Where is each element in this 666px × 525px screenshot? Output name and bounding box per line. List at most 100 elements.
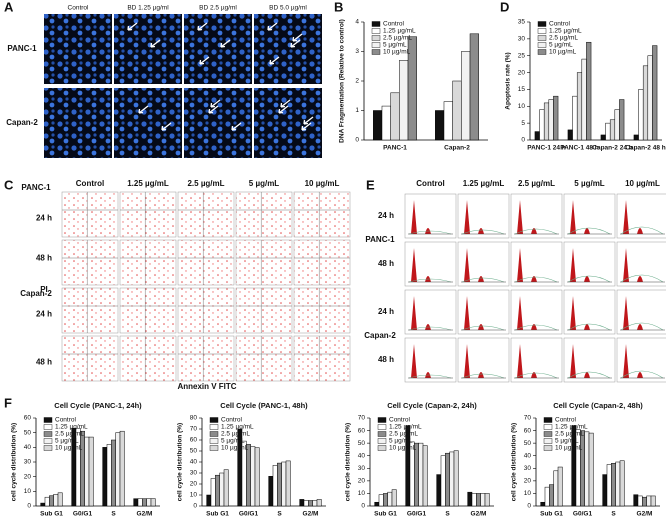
- legend-swatch: [377, 417, 387, 423]
- histogram-peak: [517, 344, 523, 378]
- y-tick-label: 30: [518, 36, 526, 43]
- arrow: [127, 22, 138, 31]
- bar: [633, 494, 639, 507]
- bar: [44, 496, 50, 507]
- x-tick-label: G2/M: [303, 511, 319, 518]
- histogram-peak: [478, 324, 484, 330]
- y-tick-label: 10: [190, 492, 198, 499]
- histogram-curve: [514, 324, 558, 331]
- row-label: Capan-2: [6, 118, 38, 127]
- bar: [584, 431, 590, 507]
- y-axis-label: Apoptosis rate (%): [505, 52, 512, 109]
- cell-line-label: PANC-1: [365, 235, 395, 244]
- x-tick-label: G2/M: [637, 511, 653, 518]
- time-label: 24 h: [36, 214, 52, 223]
- legend-swatch: [209, 424, 219, 430]
- y-tick-label: 30: [24, 459, 32, 466]
- cell-line-label: Capan-2: [20, 289, 52, 298]
- legend-swatch: [543, 417, 553, 423]
- bar: [142, 498, 147, 507]
- bar: [378, 494, 384, 507]
- bar: [443, 101, 453, 141]
- y-tick-label: 50: [524, 440, 532, 447]
- legend-swatch: [377, 431, 387, 437]
- micrograph: [114, 14, 182, 84]
- arrow: [301, 122, 312, 131]
- y-tick-label: 40: [24, 444, 32, 451]
- y-tick-label: 0: [355, 137, 359, 144]
- time-label: 48 h: [378, 259, 394, 268]
- legend-swatch: [371, 49, 381, 55]
- bar: [606, 464, 612, 507]
- legend-swatch: [543, 445, 553, 451]
- chart-title: Cell Cycle (Capan-2, 48h): [553, 401, 643, 410]
- legend-label: 5 µg/mL: [55, 438, 79, 445]
- histogram-peak: [584, 228, 590, 234]
- bar: [399, 60, 409, 141]
- bar: [615, 461, 621, 507]
- time-label: 24 h: [36, 310, 52, 319]
- panel-label: D: [500, 0, 509, 14]
- x-tick-label: Sub G1: [374, 511, 397, 518]
- column-header: 2.5 µg/mL: [187, 179, 224, 188]
- bar: [611, 463, 616, 507]
- legend-label: 2.5 µg/mL: [55, 431, 84, 438]
- bar: [581, 58, 587, 141]
- legend-label: 5 µg/mL: [555, 438, 579, 445]
- arrow: [199, 56, 210, 65]
- legend-label: 1.25 µg/mL: [221, 424, 254, 431]
- bar: [445, 452, 450, 507]
- histogram-curve: [408, 374, 452, 379]
- column-header: 1.25 µg/mL: [463, 179, 505, 188]
- arrow: [138, 105, 149, 114]
- histogram-curve: [567, 227, 611, 235]
- histogram-curve: [514, 276, 558, 283]
- dot-plot: [119, 191, 177, 238]
- legend-label: 2.5 µg/mL: [555, 431, 584, 438]
- legend-label: Control: [389, 417, 411, 424]
- bar: [580, 430, 585, 507]
- histogram-peak: [623, 344, 629, 378]
- column-header: 5 µg/mL: [574, 179, 605, 188]
- y-tick-label: 0: [527, 503, 531, 510]
- arrow: [150, 39, 161, 48]
- bar: [422, 445, 428, 507]
- legend-label: 5 µg/mL: [383, 42, 407, 49]
- legend-swatch: [371, 21, 381, 27]
- histogram-curve: [461, 229, 505, 235]
- histogram-peak: [570, 344, 576, 378]
- y-tick-label: 20: [24, 473, 32, 480]
- x-tick-label: Sub G1: [540, 511, 563, 518]
- bar: [484, 493, 490, 507]
- time-label: 24 h: [378, 307, 394, 316]
- histogram-peak: [531, 324, 537, 330]
- histogram-curve: [461, 277, 505, 283]
- legend-label: Control: [383, 21, 405, 28]
- histogram-curve: [620, 226, 664, 235]
- x-tick-label: G0/G1: [73, 511, 93, 518]
- dot-plot: [293, 239, 351, 286]
- bar: [414, 442, 419, 507]
- histogram-curve: [567, 371, 611, 379]
- bar: [540, 501, 546, 507]
- legend-label: 2.5 µg/mL: [389, 431, 418, 438]
- dot-plot: [61, 239, 119, 286]
- legend-swatch: [371, 28, 381, 34]
- histogram-curve: [408, 278, 452, 283]
- y-tick-label: 0: [193, 503, 197, 510]
- histogram-peak: [637, 372, 643, 378]
- bar: [609, 119, 616, 141]
- bar: [652, 45, 658, 141]
- y-axis-label: cell cycle distribution (%): [345, 423, 352, 501]
- bar: [469, 33, 479, 141]
- y-tick-label: 80: [190, 415, 198, 422]
- legend-swatch: [209, 417, 219, 423]
- time-label: 48 h: [378, 355, 394, 364]
- histogram-peak: [623, 296, 629, 330]
- arrow: [278, 105, 289, 114]
- dot-plot: [61, 191, 119, 238]
- bar: [588, 432, 594, 507]
- legend-label: 10 µg/mL: [555, 445, 583, 452]
- legend-label: 10 µg/mL: [389, 445, 417, 452]
- bar: [476, 493, 481, 507]
